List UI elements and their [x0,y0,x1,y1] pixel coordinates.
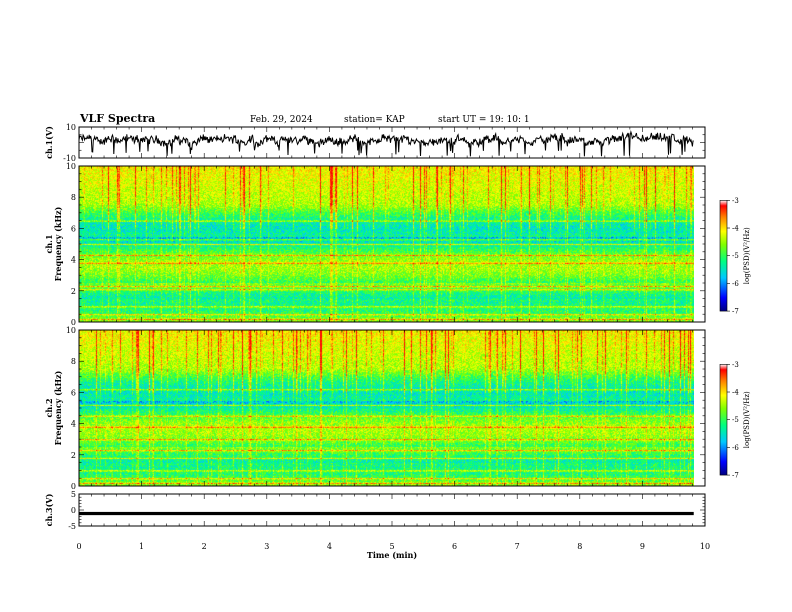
colorbar-tick-label: -6 [732,280,739,288]
x-tick-label: 4 [327,542,332,551]
x-axis-label: Time (min) [367,550,417,560]
colorbar-tick-label: -7 [732,308,739,316]
x-tick-label: 10 [700,542,710,551]
colorbar-tick-label: -5 [732,416,739,424]
y-tick-label: 2 [71,451,76,460]
ch1-trace-line [78,129,694,157]
colorbar-tick-label: -4 [732,389,739,397]
y-tick-label: 4 [71,256,76,265]
y-axis-label: Frequency (kHz) [53,370,63,445]
spectrogram-image [79,166,694,322]
y-tick-label: 0 [71,482,76,491]
colorbar-label: log(PSD)(V²/Hz) [743,391,751,448]
y-tick-label: 8 [71,357,76,366]
y-tick-label: 10 [66,326,76,335]
x-axis: 0 1 2 3 4 5 6 7 8 9 10 Time (min) [76,542,710,560]
ch1-waveform-panel: 10 -10 ch.1(V) [44,123,706,163]
y-axis-label: ch.1 [44,234,54,253]
y-tick-label: -10 [63,154,76,163]
y-tick-label: 4 [71,420,76,429]
y-tick-label: 6 [71,224,76,233]
colorbar-tick-label: -7 [732,472,739,480]
colorbar-tick-label: -5 [732,252,739,260]
colorbar-tick-label: -6 [732,444,739,452]
colorbar-gradient [719,200,728,312]
y-tick-label: 2 [71,287,76,296]
colorbar-tick-label: -3 [732,361,739,369]
ch1-spectrogram-panel: 0 2 4 6 8 10 ch.1 Frequency (kHz) [44,162,706,327]
colorbar-gradient [719,364,728,476]
x-tick-label: 8 [577,542,582,551]
ch2-colorbar: -3 -4 -5 -6 -7 log(PSD)(V²/Hz) [719,361,751,480]
ch3-trace-panel: 5 0 -5 ch.3(V) [44,490,706,531]
y-tick-label: 6 [71,388,76,397]
y-axis-label: ch.3(V) [44,493,54,526]
x-tick-label: 6 [452,542,457,551]
y-axis-label: ch.1(V) [44,126,54,159]
y-tick-label: 5 [71,490,76,499]
date-label: Feb. 29, 2024 [250,115,313,125]
start-time-label: start UT = 19: 10: 1 [438,115,530,125]
ch2-spectrogram-panel: 0 2 4 6 8 10 ch.2 Frequency (kHz) [44,326,706,491]
chart-title: VLF Spectra [80,112,156,125]
x-tick-label: 3 [264,542,269,551]
colorbar-tick-label: -3 [732,197,739,205]
x-tick-label: 9 [640,542,645,551]
station-label: station= KAP [344,115,405,125]
y-tick-label: 10 [66,123,76,132]
x-tick-label: 0 [76,542,81,551]
y-tick-label: -5 [68,522,76,531]
y-tick-label: 0 [71,318,76,327]
x-tick-label: 2 [202,542,207,551]
x-tick-label: 5 [389,542,394,551]
ch3-trace-band [79,511,694,516]
y-axis-label: ch.2 [44,398,54,417]
colorbar-tick-label: -4 [732,225,739,233]
y-tick-label: 8 [71,193,76,202]
spectrogram-image [79,330,694,486]
x-tick-label: 1 [139,542,144,551]
y-axis-label: Frequency (kHz) [53,206,63,281]
colorbar-label: log(PSD)(V²/Hz) [743,227,751,284]
x-tick-label: 7 [515,542,520,551]
y-tick-label: 0 [71,506,76,515]
y-tick-label: 10 [66,162,76,171]
ch1-colorbar: -3 -4 -5 -6 -7 log(PSD)(V²/Hz) [719,197,751,316]
